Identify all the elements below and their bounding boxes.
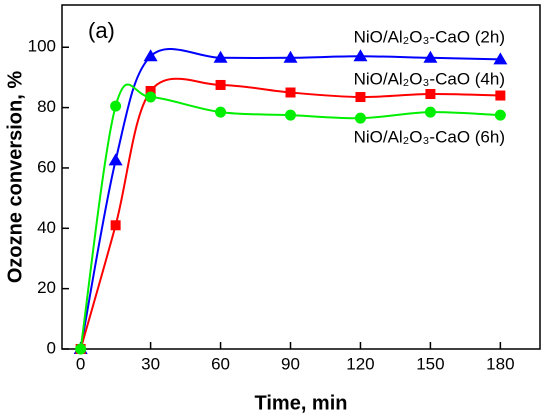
legend-label: NiO/Al₂O₃-CaO (2h) xyxy=(354,27,505,46)
marker xyxy=(354,112,366,124)
x-tick-label: 180 xyxy=(486,354,514,373)
x-axis-title: Time, min xyxy=(255,392,348,414)
x-tick-label: 0 xyxy=(76,354,85,373)
x-tick-label: 60 xyxy=(211,354,230,373)
plot-frame xyxy=(61,4,541,350)
marker xyxy=(285,87,296,98)
marker xyxy=(495,90,506,101)
y-tick-label: 100 xyxy=(28,37,56,56)
marker xyxy=(355,92,366,103)
marker xyxy=(494,109,506,121)
legend-label: NiO/Al₂O₃-CaO (4h) xyxy=(354,69,505,88)
marker xyxy=(423,50,438,63)
marker xyxy=(215,106,227,118)
marker xyxy=(424,106,436,118)
marker xyxy=(285,109,297,121)
marker xyxy=(145,91,157,103)
marker xyxy=(353,49,368,62)
marker xyxy=(215,79,226,90)
x-tick-label: 30 xyxy=(141,354,160,373)
marker xyxy=(143,49,158,62)
x-tick-label: 150 xyxy=(416,354,444,373)
y-tick-label: 0 xyxy=(47,338,56,357)
x-tick-label: 120 xyxy=(346,354,374,373)
marker xyxy=(75,343,87,355)
marker xyxy=(110,100,122,112)
marker xyxy=(425,89,436,100)
marker xyxy=(213,50,228,63)
y-tick-label: 20 xyxy=(37,278,56,297)
y-axis-title: Ozozne conversion, % xyxy=(4,71,26,283)
legend-label: NiO/Al₂O₃-CaO (6h) xyxy=(354,127,505,146)
x-tick-label: 90 xyxy=(281,354,300,373)
annotation: (a) xyxy=(88,18,115,43)
marker xyxy=(145,86,156,96)
marker xyxy=(108,153,123,166)
series-line xyxy=(79,83,501,350)
y-tick-label: 40 xyxy=(37,218,56,237)
y-tick-label: 60 xyxy=(37,157,56,176)
y-tick-label: 80 xyxy=(37,97,56,116)
marker xyxy=(493,52,508,65)
marker xyxy=(283,50,298,63)
marker xyxy=(110,220,121,231)
